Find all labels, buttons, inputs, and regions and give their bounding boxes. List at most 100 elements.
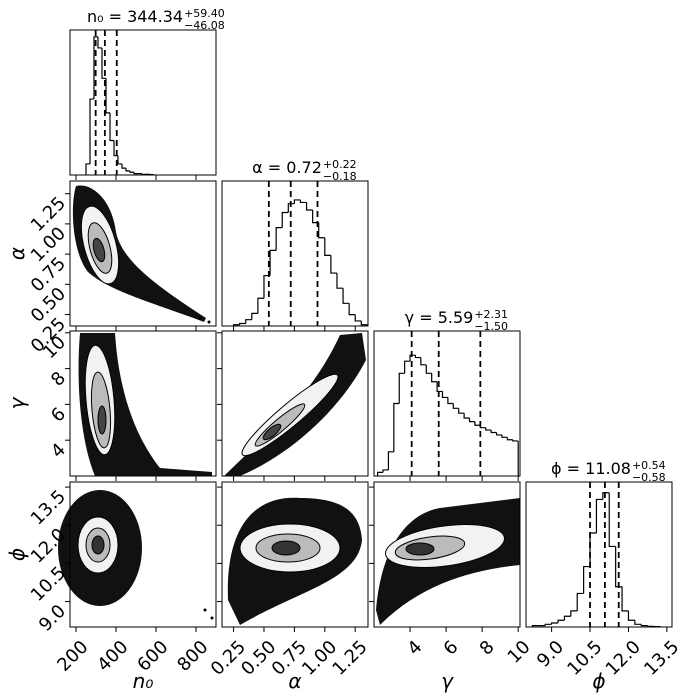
histogram-bin bbox=[441, 391, 448, 399]
histogram-bin bbox=[85, 163, 90, 175]
histogram-bin bbox=[245, 319, 252, 324]
histogram-bin bbox=[420, 357, 427, 366]
histogram-bin bbox=[382, 469, 389, 473]
histogram-bin bbox=[570, 610, 578, 617]
histogram-bin bbox=[360, 320, 368, 326]
histogram-bin bbox=[109, 112, 114, 142]
histogram-bin bbox=[117, 155, 122, 165]
y-tick-label: 9.0 bbox=[35, 601, 70, 636]
histogram-bin bbox=[354, 314, 362, 322]
histogram-bin bbox=[387, 451, 394, 470]
histogram-bin bbox=[627, 610, 635, 621]
histogram-bin bbox=[305, 202, 313, 211]
panel-frame bbox=[69, 330, 217, 477]
x-tick-label: 6 bbox=[440, 637, 463, 660]
y-axis-label: ϕ bbox=[5, 548, 29, 561]
panel-frame bbox=[69, 29, 217, 176]
histogram-bin bbox=[436, 381, 443, 393]
histogram-bin bbox=[431, 373, 438, 383]
y-axis-label: γ bbox=[5, 396, 29, 409]
histogram-title: n₀ = 344.34 bbox=[87, 7, 183, 26]
title-upper: +2.31 bbox=[474, 308, 508, 321]
histogram-bin bbox=[101, 47, 106, 79]
histogram-bin bbox=[512, 439, 519, 442]
panel-frame bbox=[221, 330, 369, 477]
y-tick-label: 8 bbox=[47, 368, 70, 391]
density-n0-alpha bbox=[72, 185, 211, 324]
histogram-bin bbox=[563, 615, 571, 621]
panel-frame bbox=[221, 180, 369, 327]
histogram-bin bbox=[595, 498, 603, 534]
histogram-bin bbox=[336, 273, 344, 289]
histogram-bin bbox=[414, 355, 421, 359]
panel-frame bbox=[373, 330, 521, 477]
x-tick-label: 10 bbox=[504, 637, 535, 668]
histogram-bin bbox=[281, 211, 289, 228]
histogram-bin bbox=[425, 364, 432, 374]
histogram-bin bbox=[468, 418, 475, 423]
histogram-title: ϕ = 11.08 bbox=[551, 459, 631, 478]
histogram-bin bbox=[318, 222, 325, 239]
title-lower: −0.58 bbox=[632, 471, 666, 484]
histogram-bin bbox=[495, 432, 502, 436]
histogram-bin bbox=[299, 199, 307, 204]
title-lower: −46.08 bbox=[184, 19, 225, 32]
histogram-bin bbox=[239, 322, 246, 325]
x-axis-label: α bbox=[288, 669, 301, 693]
density-alpha-gamma bbox=[224, 333, 366, 476]
density-gamma-phi bbox=[376, 498, 520, 625]
histogram-bin bbox=[275, 227, 283, 251]
histogram-bin bbox=[474, 421, 481, 426]
x-tick-label: 1.25 bbox=[328, 637, 371, 680]
histogram-bin bbox=[129, 170, 134, 173]
histogram-bin bbox=[342, 288, 350, 304]
histogram-title: γ = 5.59 bbox=[405, 308, 474, 327]
x-tick-label: 4 bbox=[404, 637, 427, 660]
histogram-bin bbox=[141, 173, 146, 175]
histogram-bin bbox=[251, 312, 258, 320]
histogram-bin bbox=[93, 36, 98, 100]
panel-frame bbox=[69, 481, 217, 628]
histogram-bin bbox=[463, 413, 470, 419]
density-panels bbox=[58, 185, 520, 625]
title-upper: +0.22 bbox=[323, 158, 357, 171]
title-lower: −0.18 bbox=[323, 170, 357, 183]
histogram-bin bbox=[133, 172, 138, 175]
panel-frame bbox=[221, 481, 369, 628]
x-tick-label: 12.0 bbox=[602, 637, 645, 680]
density-n0-phi bbox=[58, 490, 214, 620]
histogram-bin bbox=[640, 624, 648, 627]
panel-frame bbox=[525, 481, 673, 628]
histogram-bin bbox=[647, 625, 655, 627]
histogram-bin bbox=[125, 168, 130, 172]
histogram-bin bbox=[583, 565, 591, 594]
histogram-bin bbox=[97, 36, 102, 49]
x-tick-label: 8 bbox=[476, 637, 499, 660]
histogram-bin bbox=[89, 98, 94, 164]
histogram-title: α = 0.72 bbox=[252, 158, 322, 177]
histogram-bin bbox=[557, 619, 565, 623]
histogram-bin bbox=[501, 434, 508, 438]
histogram-bin bbox=[398, 372, 405, 404]
histogram-bin bbox=[608, 492, 616, 548]
histogram-bin bbox=[257, 297, 264, 314]
histogram-bin bbox=[634, 620, 642, 625]
histogram-bin bbox=[458, 408, 465, 414]
y-axis-label: α bbox=[5, 247, 29, 260]
histogram-bin bbox=[404, 360, 411, 374]
histogram-bin bbox=[269, 249, 277, 276]
x-axis-label: γ bbox=[441, 669, 454, 693]
y-tick-label: 6 bbox=[47, 404, 70, 427]
histogram-bin bbox=[121, 163, 126, 169]
histogram-bin bbox=[393, 402, 400, 452]
histogram-bin bbox=[544, 623, 552, 626]
histogram-bin bbox=[485, 427, 492, 431]
histogram-bin bbox=[348, 303, 356, 316]
histogram-bin bbox=[324, 237, 331, 256]
histogram-bin bbox=[409, 354, 416, 362]
histogram-bin bbox=[576, 592, 584, 611]
x-tick-label: 9.0 bbox=[533, 637, 568, 672]
histogram-bin bbox=[602, 492, 610, 500]
panel-frame bbox=[373, 481, 521, 628]
